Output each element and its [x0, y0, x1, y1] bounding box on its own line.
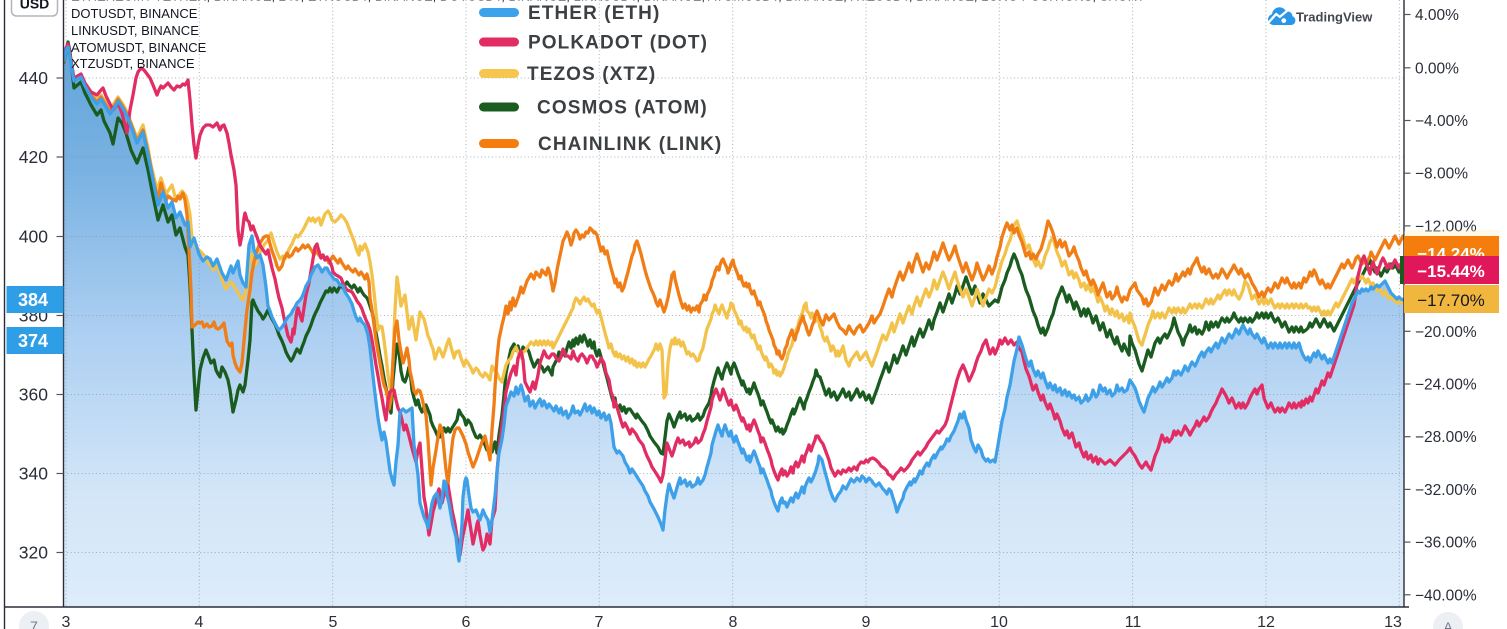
svg-text:−8.00%: −8.00% [1415, 166, 1468, 183]
svg-text:6: 6 [462, 614, 471, 629]
svg-text:ATOMUSDT, BINANCE: ATOMUSDT, BINANCE [71, 40, 207, 55]
svg-text:POLKADOT (DOT): POLKADOT (DOT) [528, 33, 708, 54]
svg-text:TradingView: TradingView [1296, 10, 1373, 25]
svg-text:−17.70%: −17.70% [1417, 291, 1485, 310]
svg-text:LINKUSDT, BINANCE: LINKUSDT, BINANCE [71, 23, 199, 38]
svg-text:8: 8 [729, 614, 738, 629]
svg-text:9: 9 [862, 614, 871, 629]
svg-text:USD: USD [20, 0, 50, 12]
svg-text:−15.44%: −15.44% [1417, 262, 1485, 281]
svg-text:360: 360 [19, 385, 48, 405]
svg-text:ETHEREUM / TETHER, BINANCE, 24: ETHEREUM / TETHER, BINANCE, 240, ETHUSDT… [71, 0, 1145, 4]
svg-text:10: 10 [990, 614, 1008, 629]
svg-text:400: 400 [19, 227, 48, 247]
svg-text:−12.00%: −12.00% [1415, 218, 1477, 235]
svg-text:7: 7 [30, 618, 38, 629]
svg-text:A: A [1443, 619, 1453, 629]
svg-text:5: 5 [329, 614, 338, 629]
svg-text:DOTUSDT, BINANCE: DOTUSDT, BINANCE [71, 6, 198, 21]
svg-text:−24.00%: −24.00% [1415, 377, 1477, 394]
svg-text:−36.00%: −36.00% [1415, 535, 1477, 552]
svg-text:13: 13 [1384, 614, 1402, 629]
svg-text:−40.00%: −40.00% [1415, 587, 1477, 604]
svg-text:CHAINLINK (LINK): CHAINLINK (LINK) [538, 134, 722, 155]
svg-text:340: 340 [19, 464, 48, 484]
svg-text:7: 7 [595, 614, 604, 629]
svg-text:−20.00%: −20.00% [1415, 324, 1477, 341]
svg-text:11: 11 [1125, 614, 1142, 629]
svg-text:420: 420 [19, 147, 48, 167]
svg-text:374: 374 [18, 331, 48, 351]
svg-text:−32.00%: −32.00% [1415, 482, 1477, 499]
svg-text:ETHER (ETH): ETHER (ETH) [528, 3, 660, 24]
svg-text:−28.00%: −28.00% [1415, 429, 1477, 446]
svg-text:3: 3 [62, 614, 71, 629]
svg-text:12: 12 [1257, 614, 1275, 629]
svg-text:−4.00%: −4.00% [1415, 113, 1468, 130]
svg-text:440: 440 [19, 68, 48, 88]
svg-text:XTZUSDT, BINANCE: XTZUSDT, BINANCE [71, 56, 195, 71]
svg-text:COSMOS (ATOM): COSMOS (ATOM) [537, 98, 708, 119]
svg-text:0.00%: 0.00% [1415, 60, 1459, 77]
svg-text:4: 4 [195, 614, 204, 629]
svg-text:320: 320 [19, 543, 48, 563]
svg-text:384: 384 [18, 290, 48, 310]
svg-text:4.00%: 4.00% [1415, 7, 1459, 24]
svg-text:TEZOS (XTZ): TEZOS (XTZ) [527, 64, 656, 85]
